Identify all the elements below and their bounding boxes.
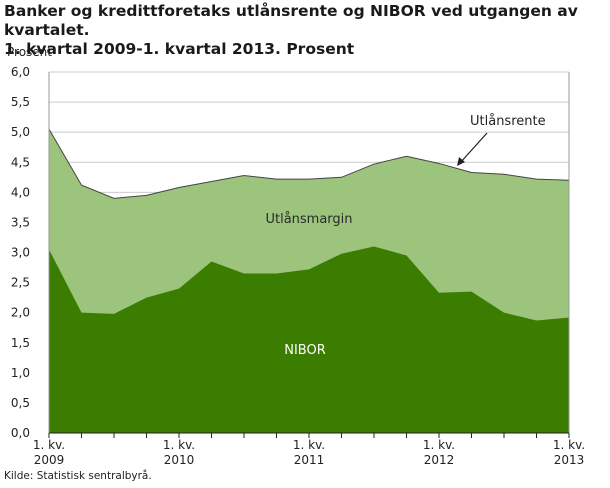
y-tick-label: 0,5	[11, 396, 30, 410]
y-tick-label: 4,0	[11, 185, 30, 199]
y-tick-label: 4,5	[11, 155, 30, 169]
y-tick-label: 5,0	[11, 125, 30, 139]
y-tick-label: 2,0	[11, 306, 30, 320]
y-tick-label: 2,5	[11, 276, 30, 290]
x-tick-label: 1. kv.	[33, 438, 65, 452]
annotation-arrow-head	[457, 157, 465, 166]
x-tick-label: 2009	[34, 453, 65, 467]
y-tick-label: 5,5	[11, 95, 30, 109]
x-tick-label: 2011	[294, 453, 325, 467]
utlansmargin-label: Utlånsmargin	[265, 212, 352, 227]
utlansrente-line	[48, 128, 570, 199]
title-line-2: 1. kvartal 2009-1. kvartal 2013. Prosent	[4, 40, 355, 58]
y-tick-label: 3,0	[11, 246, 30, 260]
y-tick-label: 6,0	[11, 65, 30, 79]
nibor-label: NIBOR	[284, 343, 326, 358]
x-tick-label: 1. kv.	[423, 438, 455, 452]
y-tick-label: 0,0	[11, 426, 30, 440]
x-tick-label: 2012	[424, 453, 455, 467]
x-tick-label: 2010	[164, 453, 195, 467]
y-axis-label: Prosent	[7, 45, 52, 59]
y-tick-label: 1,5	[11, 336, 30, 350]
title-line-1: Banker og kredittforetaks utlånsrente og…	[4, 2, 578, 39]
source-note: Kilde: Statistisk sentralbyrå.	[4, 470, 152, 482]
utlansrente-annotation: Utlånsrente	[470, 114, 546, 129]
x-tick-label: 1. kv.	[163, 438, 195, 452]
chart-title: Banker og kredittforetaks utlånsrente og…	[4, 2, 604, 59]
y-tick-label: 3,5	[11, 215, 30, 229]
annotation-arrow-line	[459, 132, 488, 164]
x-tick-label: 1. kv.	[293, 438, 325, 452]
nibor-area	[49, 246, 569, 433]
x-tick-label: 2013	[554, 453, 585, 467]
x-tick-label: 1. kv.	[553, 438, 585, 452]
y-tick-label: 1,0	[11, 366, 30, 380]
